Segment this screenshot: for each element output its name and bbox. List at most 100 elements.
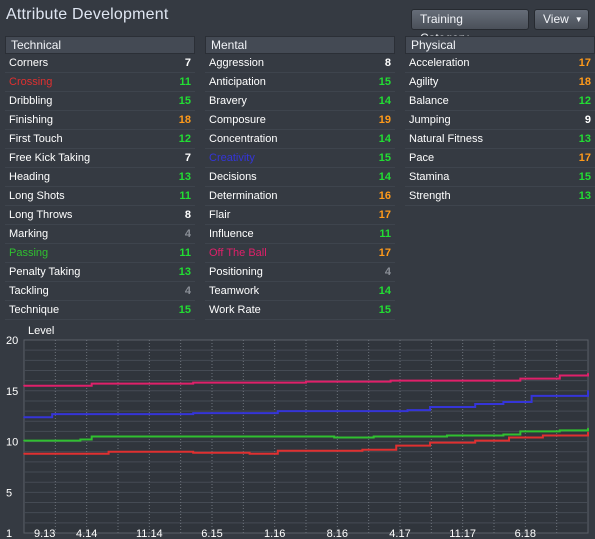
attribute-row[interactable]: Strength 13 (405, 187, 595, 206)
attribute-name: Jumping (409, 114, 451, 126)
attribute-row[interactable]: Natural Fitness 13 (405, 130, 595, 149)
data-point (587, 431, 589, 434)
data-point (519, 430, 522, 433)
x-tick-label: 6.18 (515, 528, 536, 539)
attribute-name: Stamina (409, 171, 450, 183)
attribute-row[interactable]: Creativity 15 (205, 149, 395, 168)
attribute-name: Anticipation (209, 76, 266, 88)
attribute-value: 14 (378, 133, 391, 145)
attribute-row[interactable]: Corners 7 (5, 54, 195, 73)
row-divider (205, 243, 395, 244)
attribute-value: 15 (378, 152, 391, 164)
data-point (23, 416, 25, 418)
attribute-row[interactable]: First Touch 12 (5, 130, 195, 149)
attribute-value: 15 (378, 304, 391, 316)
row-divider (5, 148, 195, 149)
row-divider (5, 205, 195, 206)
data-point (502, 433, 505, 436)
attribute-row[interactable]: Stamina 15 (405, 168, 595, 187)
physical-column: Physical Acceleration 17 Agility 18 Balance 1… (405, 36, 595, 206)
mental-heading: Mental (205, 36, 395, 54)
technical-heading: Technical (5, 36, 195, 54)
data-point (192, 381, 194, 384)
x-tick-label: 11.14 (136, 528, 163, 539)
attribute-value: 11 (179, 76, 191, 88)
mental-column: Mental Aggression 8 Anticipation 15 Bravery 1… (205, 36, 395, 320)
attribute-row[interactable]: Dribbling 15 (5, 92, 195, 111)
attribute-name: Creativity (209, 152, 255, 164)
technical-column: Technical Corners 7 Crossing 11 Dribbling 15 F… (5, 36, 195, 320)
attribute-value: 14 (378, 285, 391, 297)
attribute-name: Determination (209, 190, 278, 202)
attribute-value: 14 (378, 171, 391, 183)
mental-list: Aggression 8 Anticipation 15 Bravery 14 Compos… (205, 54, 395, 320)
data-point (446, 434, 448, 437)
attribute-row[interactable]: Teamwork 14 (205, 282, 395, 301)
attribute-row[interactable]: Decisions 14 (205, 168, 395, 187)
data-point (23, 384, 25, 387)
attribute-name: Natural Fitness (409, 133, 483, 145)
attribute-row[interactable]: Penalty Taking 13 (5, 263, 195, 282)
attribute-row[interactable]: Determination 16 (205, 187, 395, 206)
attribute-value: 8 (384, 57, 391, 69)
data-point (559, 374, 561, 377)
attribute-row[interactable]: Pace 17 (405, 149, 595, 168)
row-divider (5, 129, 195, 130)
row-divider (5, 72, 195, 73)
attribute-value: 17 (578, 57, 591, 69)
attribute-value: 14 (378, 95, 391, 107)
attribute-row[interactable]: Technique 15 (5, 301, 195, 320)
attribute-row[interactable]: Anticipation 15 (205, 73, 395, 92)
attribute-row[interactable]: Marking 4 (5, 225, 195, 244)
attribute-row[interactable]: Composure 19 (205, 111, 395, 130)
data-point (277, 410, 279, 412)
data-point (502, 401, 505, 403)
attribute-value: 15 (178, 95, 191, 107)
attribute-name: First Touch (9, 133, 63, 145)
y-tick-label: 15 (6, 386, 18, 398)
attribute-row[interactable]: Work Rate 15 (205, 301, 395, 320)
data-point (305, 380, 307, 383)
chevron-down-icon: ▼ (574, 15, 583, 24)
attribute-row[interactable]: Off The Ball 17 (205, 244, 395, 263)
data-point (192, 451, 194, 454)
attribute-row[interactable]: Influence 11 (205, 225, 395, 244)
attribute-row[interactable]: Agility 18 (405, 73, 595, 92)
attribute-row[interactable]: Long Throws 8 (5, 206, 195, 225)
attribute-row[interactable]: Passing 11 (5, 244, 195, 263)
attribute-row[interactable]: Free Kick Taking 7 (5, 149, 195, 168)
attribute-row[interactable]: Positioning 4 (205, 263, 395, 282)
data-point (51, 413, 53, 415)
attribute-row[interactable]: Heading 13 (5, 168, 195, 187)
attribute-row[interactable]: Bravery 14 (205, 92, 395, 111)
attribute-row[interactable]: Long Shots 11 (5, 187, 195, 206)
x-tick-label: 9.13 (34, 528, 55, 539)
attribute-row[interactable]: Jumping 9 (405, 111, 595, 130)
attribute-row[interactable]: Balance 12 (405, 92, 595, 111)
attribute-row[interactable]: Acceleration 17 (405, 54, 595, 73)
attribute-value: 12 (578, 95, 591, 107)
attribute-row[interactable]: Crossing 11 (5, 73, 195, 92)
data-point (361, 448, 364, 451)
training-category-button[interactable]: Training Category▼ (411, 9, 529, 45)
attribute-row[interactable]: Tackling 4 (5, 282, 195, 301)
data-point (192, 412, 194, 414)
attribute-value: 18 (578, 76, 591, 88)
data-point (305, 435, 307, 438)
data-point (587, 372, 589, 375)
y-tick-label: 5 (6, 487, 12, 499)
row-divider (5, 281, 195, 282)
attribute-row[interactable]: Flair 17 (205, 206, 395, 225)
technical-list: Corners 7 Crossing 11 Dribbling 15 Finishing 18… (5, 54, 195, 320)
attribute-row[interactable]: Finishing 18 (5, 111, 195, 130)
data-point (587, 427, 589, 430)
attribute-row[interactable]: Concentration 14 (205, 130, 395, 149)
row-divider (5, 319, 195, 320)
y-tick-label: 20 (6, 335, 18, 347)
attribute-row[interactable]: Aggression 8 (205, 54, 395, 73)
row-divider (205, 262, 395, 263)
row-divider (205, 129, 395, 130)
view-button[interactable]: View ▼ (534, 9, 589, 30)
data-point (90, 435, 93, 438)
